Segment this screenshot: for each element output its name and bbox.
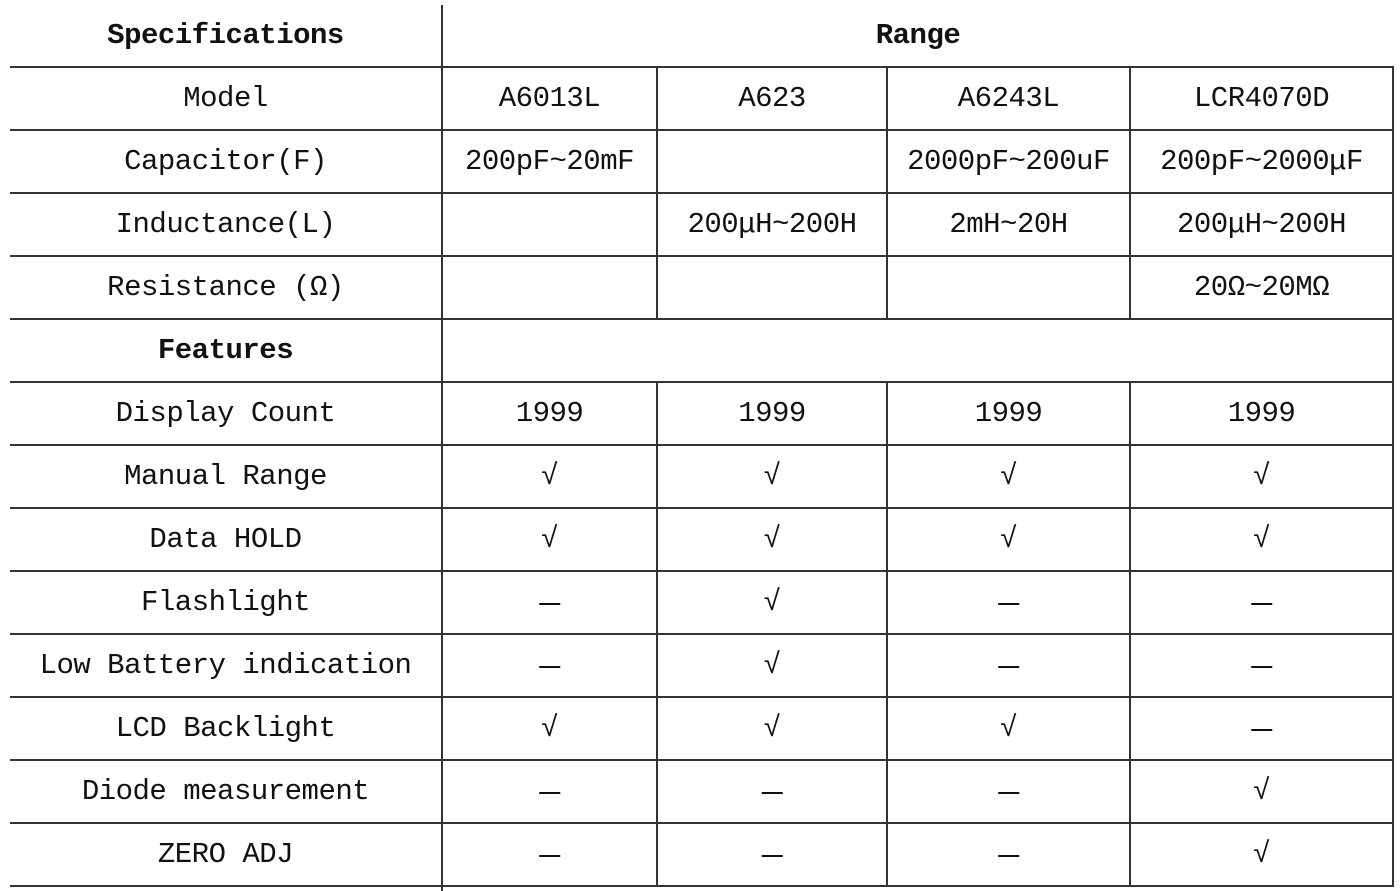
cell: 200pF~20mF [441,129,658,194]
cell: － [1128,696,1395,761]
row-label: Diode measurement [10,759,443,824]
row-label: Inductance(L) [10,192,443,257]
cell: √ [656,633,888,698]
row-label: ZERO ADJ [10,822,443,887]
row-label: Low Battery indication [10,633,443,698]
table-row: Manual Range √ √ √ √ [10,444,1395,509]
section-subtitle: Range [440,5,1394,68]
cell: √ [656,444,888,509]
row-label: Display Count [10,381,443,446]
row-label: Capacitor(F) [10,129,443,194]
row-label: Resistance (Ω) [10,255,443,320]
cell: √ [1128,822,1395,887]
cell [441,255,658,320]
cell: √ [656,570,888,635]
table-row: ZERO ADJ －－－ √ [10,822,1395,887]
cell: LCR4070D [1128,66,1395,131]
section-title: Features [10,318,443,383]
cell: 2000pF~200uF [886,129,1131,194]
cell [441,192,658,257]
cell: － [886,633,1131,698]
table-row: Model A6013L A623 A6243L LCR4070D [10,66,1395,131]
cell: √ [441,696,658,761]
cell: A6013L [441,66,658,131]
cell: √ [1128,759,1395,824]
cell: √ [886,696,1131,761]
cell: 2mH~20H [886,192,1131,257]
cell: － [1128,570,1395,635]
cell: － [886,570,1131,635]
cell: － [656,822,888,887]
cell: √ [1128,507,1395,572]
cell: 200μH~200H [1128,192,1395,257]
cell: － [441,633,658,698]
cell: － [441,759,658,824]
section-header: Specifications Range [10,5,1394,68]
cell: √ [441,507,658,572]
table-row: Resistance (Ω) 20Ω~20MΩ [10,255,1395,320]
cell: － [886,822,1131,887]
divider [441,884,443,891]
cell [656,129,888,194]
cell: 20Ω~20MΩ [1128,255,1395,320]
cell: － [441,822,658,887]
section-title: Specifications [10,5,443,68]
cell: 1999 [886,381,1131,446]
table-row: Diode measurement －－－ √ [10,759,1395,824]
section-subtitle [440,318,1395,383]
table-row: Capacitor(F) 200pF~20mF 2000pF~200uF 200pF~… [10,129,1395,194]
cell: 200μH~200H [656,192,888,257]
cell: √ [1128,444,1395,509]
table-row: Low Battery indication － √ －－ [10,633,1395,698]
cell: － [1128,633,1395,698]
cell: 1999 [1128,381,1395,446]
table-row: Data HOLD √ √ √ √ [10,507,1395,572]
row-label: LCD Backlight [10,696,443,761]
cell: 200pF~2000μF [1128,129,1395,194]
row-label: Data HOLD [10,507,443,572]
cell: 1999 [441,381,658,446]
cell [656,255,888,320]
spec-table: Specifications Range Model A6013L A623 A6243L… [10,5,1395,887]
section-header: Features [10,318,1395,383]
table-row: Display Count 1999 1999 1999 1999 [10,381,1395,446]
cell: √ [656,507,888,572]
cell: √ [441,444,658,509]
row-label: Model [10,66,443,131]
row-label: Manual Range [10,444,443,509]
cell: － [441,570,658,635]
table-row: LCD Backlight √ √ √ － [10,696,1395,761]
row-label: Flashlight [10,570,443,635]
cell: √ [656,696,888,761]
cell: － [886,759,1131,824]
cell: √ [886,444,1131,509]
cell: A623 [656,66,888,131]
cell: 1999 [656,381,888,446]
cell: － [656,759,888,824]
table-row: Flashlight － √ －－ [10,570,1395,635]
cell [886,255,1131,320]
table-body: Specifications Range Model A6013L A623 A6243L… [10,5,1395,887]
cell: √ [886,507,1131,572]
table-row: Inductance(L) 200μH~200H 2mH~20H 200μH~200H [10,192,1395,257]
cell: A6243L [886,66,1131,131]
